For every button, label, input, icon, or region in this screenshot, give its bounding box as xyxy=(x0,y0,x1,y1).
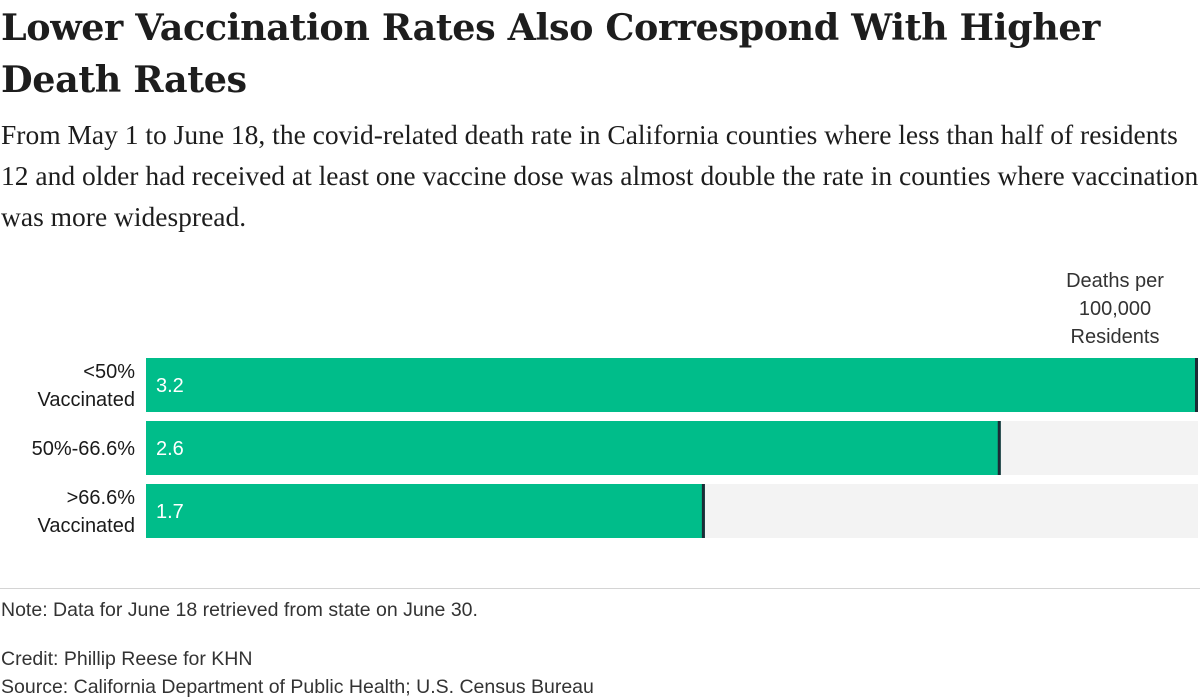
value-axis-header-line: 100,000 xyxy=(1079,298,1151,320)
bar xyxy=(146,421,1001,475)
category-label-line: Vaccinated xyxy=(38,389,135,411)
category-label-line: >66.6% xyxy=(67,487,136,509)
category-label: 50%-66.6% xyxy=(32,438,136,460)
bar-value-label: 2.6 xyxy=(156,438,184,460)
credit-line: Credit: Phillip Reese for KHN xyxy=(1,648,253,670)
bar xyxy=(146,484,705,538)
bar-value-label: 3.2 xyxy=(156,375,184,397)
category-label: >66.6% Vaccinated xyxy=(38,487,136,537)
chart-title: Lower Vaccination Rates Also Correspond … xyxy=(1,6,1101,101)
bar xyxy=(146,358,1198,412)
bar-value-label: 1.7 xyxy=(156,501,184,523)
source-line: Source: California Department of Public … xyxy=(1,676,594,698)
bar-chart: Deaths per 100,000 Residents 3.2 <50% Vaccina… xyxy=(0,262,1200,552)
value-axis-header-line: Residents xyxy=(1071,326,1160,348)
bar-chart-svg: Deaths per 100,000 Residents 3.2 <50% Vaccina… xyxy=(32,270,1198,538)
bar-end-marker xyxy=(997,421,1001,475)
bar-end-marker xyxy=(701,484,705,538)
category-label-line: Vaccinated xyxy=(38,515,135,537)
footer-divider xyxy=(0,588,1200,589)
category-label: <50% Vaccinated xyxy=(38,361,136,411)
chart-subtitle: From May 1 to June 18, the covid-related… xyxy=(1,119,1199,232)
category-label-line: <50% xyxy=(83,361,135,383)
footnote: Note: Data for June 18 retrieved from st… xyxy=(1,599,478,621)
bar-end-marker xyxy=(1195,358,1198,412)
category-label-line: 50%-66.6% xyxy=(32,438,136,460)
value-axis-header: Deaths per 100,000 Residents xyxy=(1066,270,1164,348)
value-axis-header-line: Deaths per xyxy=(1066,270,1164,292)
